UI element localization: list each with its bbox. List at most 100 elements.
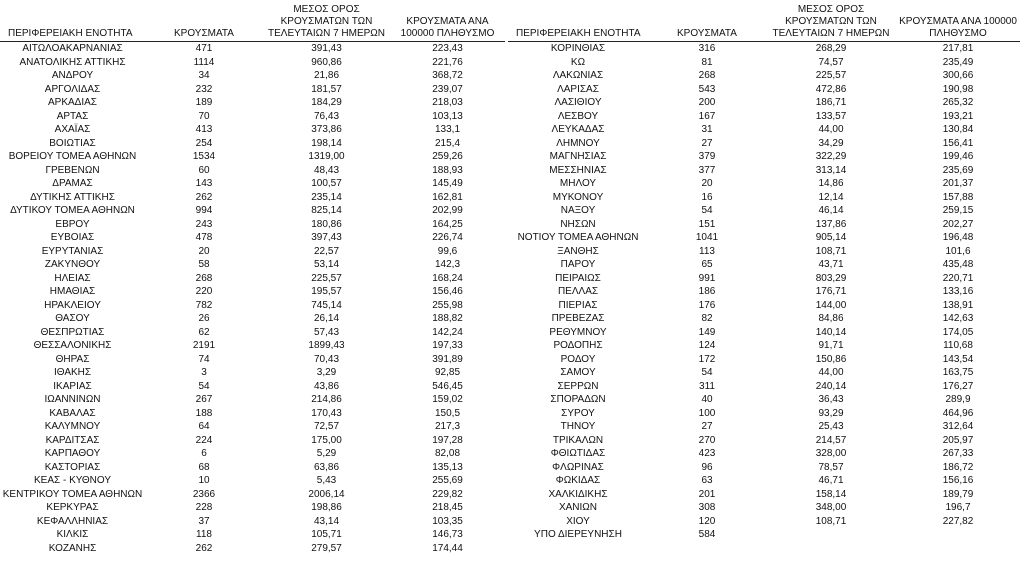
- value-cell: 54: [198, 380, 210, 392]
- table-row: ΝΗΣΩΝ 151 137,86 202,27: [508, 218, 1020, 232]
- value-cell: 176,27: [942, 380, 974, 392]
- value-cell: 151: [698, 218, 716, 230]
- value-cell: 195,57: [311, 286, 342, 298]
- value-cell: 145,49: [432, 178, 463, 190]
- value-cell: 184,29: [311, 97, 342, 109]
- region-cell: ΛΗΜΝΟΥ: [556, 137, 600, 149]
- value-cell: 133,16: [942, 286, 974, 298]
- value-cell: 265,32: [942, 97, 974, 109]
- header-row: ΠΕΡΙΦΕΡΕΙΑΚΗ ΕΝΟΤΗΤΑ ΚΡΟΥΣΜΑΤΑ ΜΕΣΟΣ ΟΡΟΣ …: [508, 2, 1020, 42]
- region-cell: ΝΗΣΩΝ: [560, 218, 596, 230]
- value-cell: 143,54: [942, 353, 974, 365]
- value-cell: 158,14: [815, 488, 847, 500]
- value-cell: 22,57: [313, 245, 340, 257]
- table-row: ΚΙΛΚΙΣ 118 105,71 146,73: [0, 528, 505, 542]
- table-row: ΔΥΤΙΚΟΥ ΤΟΜΕΑ ΑΘΗΝΩΝ 994 825,14 202,99: [0, 204, 505, 218]
- table-row: ΡΟΔΟΠΗΣ 124 91,71 110,68: [508, 339, 1020, 353]
- value-cell: 2191: [192, 340, 216, 352]
- value-cell: 108,71: [815, 515, 847, 527]
- region-cell: ΑΡΚΑΔΙΑΣ: [48, 97, 97, 109]
- table-row: ΒΟΡΕΙΟΥ ΤΟΜΕΑ ΑΘΗΝΩΝ 1534 1319,00 259,26: [0, 150, 505, 164]
- value-cell: 201: [698, 488, 716, 500]
- table-row: ΞΑΝΘΗΣ 113 108,71 101,6: [508, 245, 1020, 259]
- value-cell: 174,05: [942, 326, 974, 338]
- value-cell: 391,89: [432, 353, 463, 365]
- table-row: ΡΟΔΟΥ 172 150,86 143,54: [508, 353, 1020, 367]
- region-cell: ΘΑΣΟΥ: [55, 313, 90, 325]
- region-cell: ΑΡΓΟΛΙΔΑΣ: [44, 83, 101, 95]
- value-cell: 150,5: [434, 407, 461, 419]
- value-cell: 413: [195, 124, 213, 136]
- table-row: ΔΥΤΙΚΗΣ ΑΤΤΙΚΗΣ 262 235,14 162,81: [0, 191, 505, 205]
- region-cell: ΛΑΣΙΘΙΟΥ: [554, 97, 602, 109]
- value-cell: 157,88: [942, 191, 974, 203]
- region-cell: ΙΘΑΚΗΣ: [53, 367, 92, 379]
- value-cell: 6: [201, 448, 207, 460]
- value-cell: 198,86: [311, 502, 342, 514]
- column-header: ΜΕΣΟΣ ΟΡΟΣ ΚΡΟΥΣΜΑΤΩΝ ΤΩΝ ΤΕΛΕΥΤΑΙΩΝ 7 Η…: [263, 2, 390, 42]
- table-left: ΠΕΡΙΦΕΡΕΙΑΚΗ ΕΝΟΤΗΤΑ ΚΡΟΥΣΜΑΤΑ ΜΕΣΟΣ ΟΡΟΣ …: [0, 2, 505, 555]
- value-cell: 167: [698, 110, 716, 122]
- region-cell: ΝΑΞΟΥ: [560, 205, 596, 217]
- value-cell: 168,24: [432, 272, 463, 284]
- value-cell: 74,57: [818, 56, 844, 68]
- value-cell: 464,96: [942, 407, 974, 419]
- value-cell: 188: [195, 407, 213, 419]
- table-row: ΚΟΡΙΝΘΙΑΣ 316 268,29 217,81: [508, 42, 1020, 56]
- region-cell: ΜΥΚΟΝΟΥ: [552, 191, 604, 203]
- value-cell: 96: [701, 461, 713, 473]
- value-cell: 84,86: [818, 313, 844, 325]
- value-cell: 130,84: [942, 124, 974, 136]
- value-cell: 5,29: [316, 448, 337, 460]
- region-cell: ΚΑΣΤΟΡΙΑΣ: [44, 461, 101, 473]
- value-cell: 27: [701, 421, 713, 433]
- value-cell: 478: [195, 232, 213, 244]
- region-cell: ΣΕΡΡΩΝ: [557, 380, 599, 392]
- value-cell: 312,64: [942, 421, 974, 433]
- value-cell: 43,86: [313, 380, 340, 392]
- table-row: ΤΗΝΟΥ 27 25,43 312,64: [508, 420, 1020, 434]
- region-cell: ΦΩΚΙΔΑΣ: [555, 475, 601, 487]
- value-cell: 328,00: [815, 448, 847, 460]
- region-cell: ΧΑΝΙΩΝ: [558, 502, 598, 514]
- table-row: ΛΑΣΙΘΙΟΥ 200 186,71 265,32: [508, 96, 1020, 110]
- region-cell: ΝΟΤΙΟΥ ΤΟΜΕΑ ΑΘΗΝΩΝ: [517, 232, 639, 244]
- region-cell: ΘΕΣΣΑΛΟΝΙΚΗΣ: [33, 340, 112, 352]
- value-cell: 391,43: [311, 43, 342, 55]
- value-cell: 43,71: [818, 259, 844, 271]
- value-cell: 1114: [193, 56, 215, 68]
- value-cell: 193,21: [942, 110, 974, 122]
- region-cell: ΔΡΑΜΑΣ: [52, 178, 93, 190]
- value-cell: 60: [198, 164, 210, 176]
- value-cell: 82,08: [434, 448, 461, 460]
- value-cell: 214,57: [815, 434, 847, 446]
- value-cell: 68: [198, 461, 210, 473]
- value-cell: 133,57: [815, 110, 847, 122]
- value-cell: 118: [196, 529, 212, 541]
- region-cell: ΑΡΤΑΣ: [56, 110, 89, 122]
- value-cell: 215,4: [434, 137, 461, 149]
- value-cell: 70,43: [313, 353, 340, 365]
- value-cell: 348,00: [815, 502, 847, 514]
- table-row: ΖΑΚΥΝΘΟΥ 58 53,14 142,3: [0, 258, 505, 272]
- table-row: ΜΕΣΣΗΝΙΑΣ 377 313,14 235,69: [508, 164, 1020, 178]
- table-row: ΕΒΡΟΥ 243 180,86 164,25: [0, 218, 505, 232]
- value-cell: 143: [195, 178, 213, 190]
- value-cell: 267: [195, 394, 213, 406]
- value-cell: 58: [198, 259, 210, 271]
- value-cell: 960,86: [311, 56, 342, 68]
- value-cell: 289,9: [945, 394, 971, 406]
- value-cell: 27: [701, 137, 713, 149]
- value-cell: 189: [195, 97, 213, 109]
- value-cell: 397,43: [311, 232, 342, 244]
- value-cell: 34: [198, 70, 210, 82]
- value-cell: 65: [701, 259, 713, 271]
- value-cell: 108,71: [815, 245, 847, 257]
- value-cell: 137,86: [815, 218, 847, 230]
- region-cell: ΛΑΚΩΝΙΑΣ: [552, 70, 604, 82]
- region-cell: ΠΡΕΒΕΖΑΣ: [551, 313, 605, 325]
- value-cell: 368,72: [432, 70, 463, 82]
- header-row: ΠΕΡΙΦΕΡΕΙΑΚΗ ΕΝΟΤΗΤΑ ΚΡΟΥΣΜΑΤΑ ΜΕΣΟΣ ΟΡΟΣ …: [0, 2, 505, 42]
- value-cell: 140,14: [815, 326, 847, 338]
